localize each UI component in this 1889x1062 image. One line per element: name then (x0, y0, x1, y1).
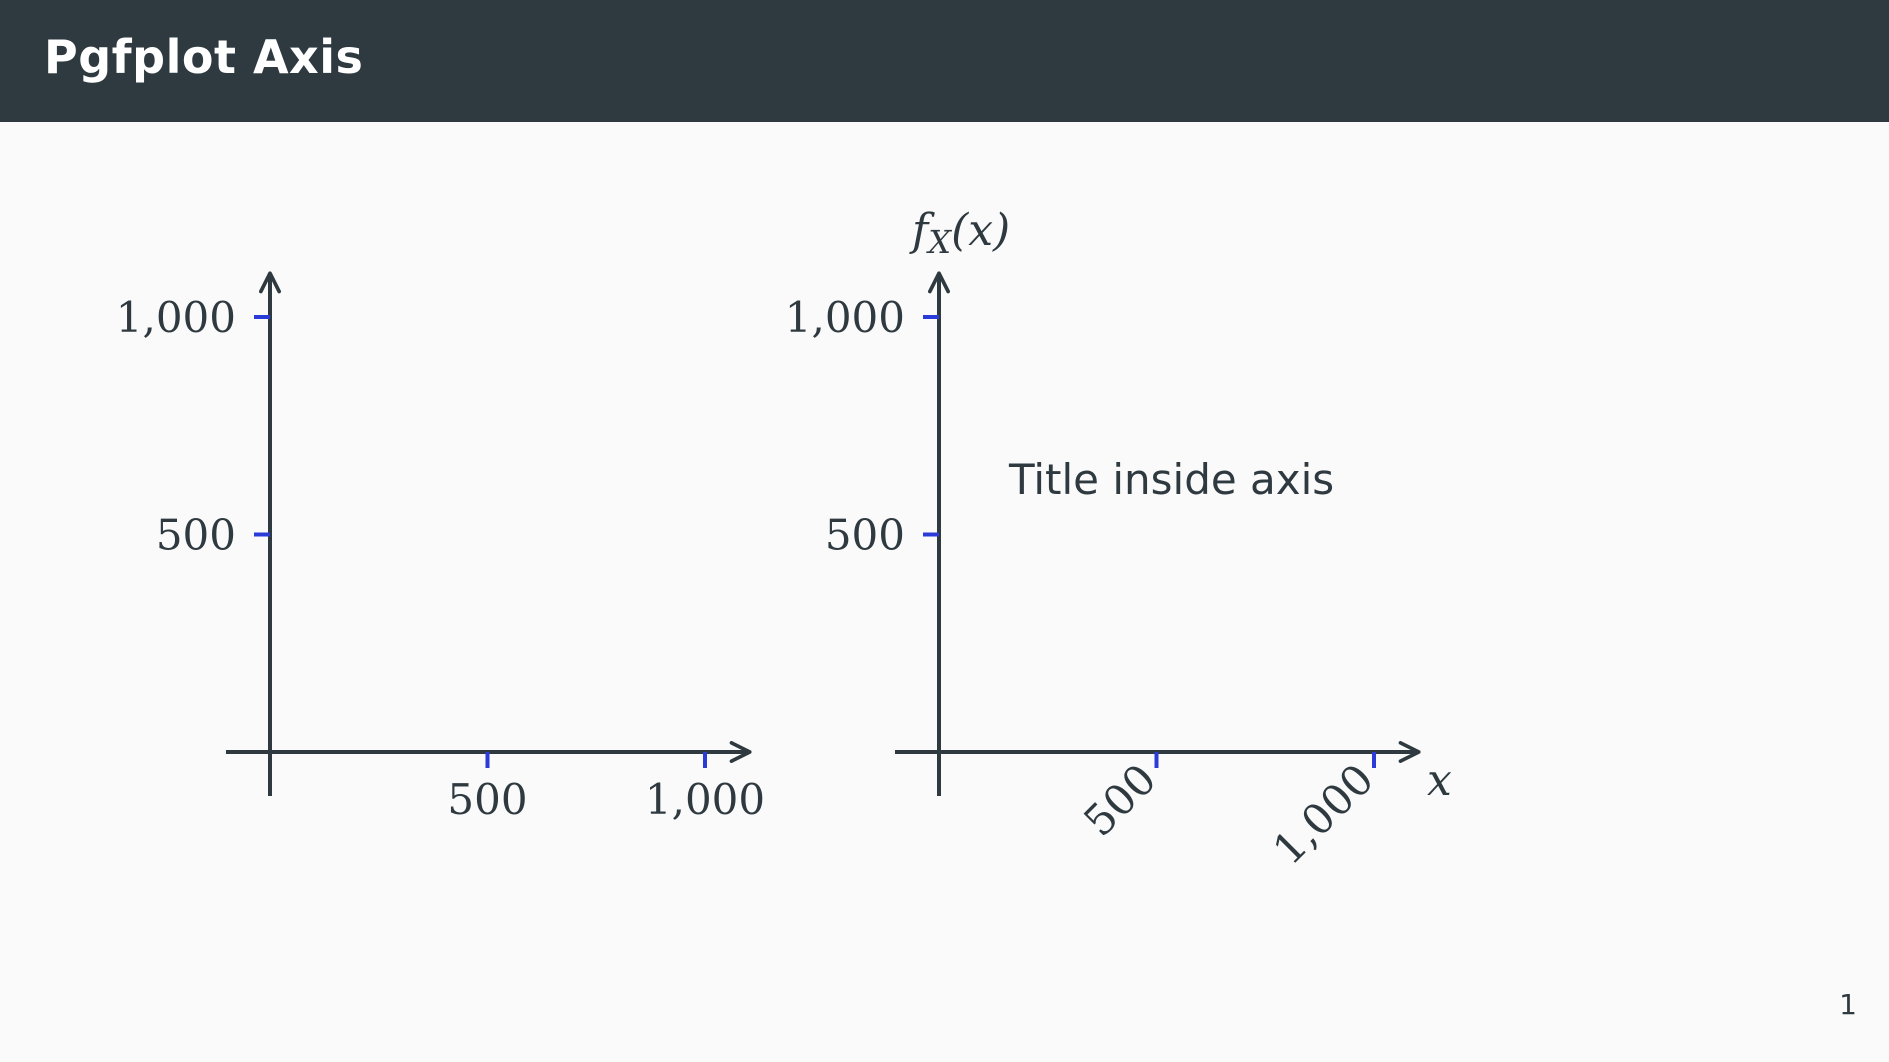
slide-number: 1 (1839, 988, 1857, 1021)
y-tick-label: 500 (825, 511, 905, 560)
y-tick-label: 1,000 (116, 293, 236, 342)
y-axis-label: fX(x) (909, 205, 1010, 261)
x-tick-label: 1,000 (1263, 754, 1383, 874)
y-tick-label: 500 (156, 511, 236, 560)
x-tick-label: 500 (447, 775, 527, 824)
x-axis-label: x (1427, 755, 1452, 806)
y-axis-label-subscript: X (925, 223, 952, 261)
chart-title: Title inside axis (1008, 455, 1334, 504)
x-tick-label: 1,000 (645, 775, 765, 824)
y-axis-label-tail: (x) (951, 205, 1010, 256)
x-tick-label: 500 (1074, 754, 1165, 845)
y-tick-label: 1,000 (785, 293, 905, 342)
slide-title: Pgfplot Axis (44, 30, 364, 84)
slide-header: Pgfplot Axis (0, 0, 1889, 122)
